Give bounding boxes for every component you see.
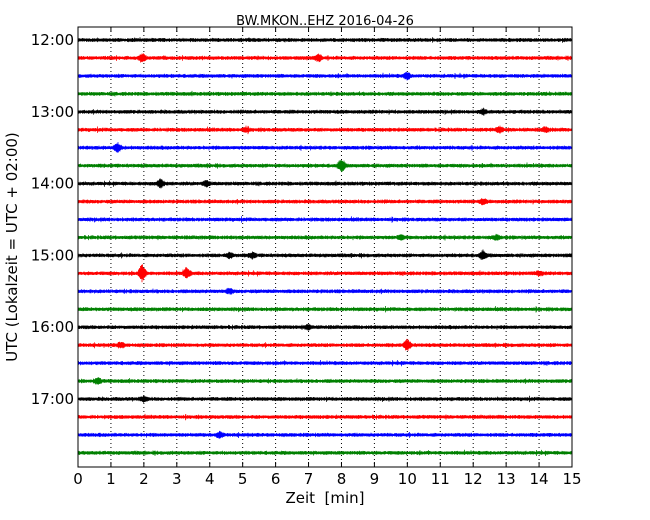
seismic-trace bbox=[77, 338, 573, 351]
x-tick-label: 9 bbox=[370, 470, 380, 488]
seismic-trace bbox=[77, 449, 573, 456]
seismic-trace bbox=[77, 71, 573, 81]
seismic-trace bbox=[77, 395, 573, 403]
seismic-trace bbox=[77, 198, 573, 206]
seismic-trace bbox=[77, 53, 573, 63]
x-tick-label: 1 bbox=[106, 470, 116, 488]
x-tick-label: 14 bbox=[530, 470, 549, 488]
seismic-trace bbox=[77, 305, 573, 313]
seismic-trace bbox=[77, 107, 573, 116]
seismic-trace bbox=[77, 90, 573, 97]
y-tick-label: 12:00 bbox=[31, 31, 74, 49]
grid-lines bbox=[110, 27, 540, 467]
seismic-trace bbox=[77, 125, 573, 135]
chart-title: BW.MKON..EHZ 2016-04-26 bbox=[236, 14, 414, 29]
x-tick-label: 8 bbox=[337, 470, 347, 488]
seismic-trace bbox=[77, 216, 573, 223]
x-tick-label: 10 bbox=[398, 470, 417, 488]
seismic-trace bbox=[77, 323, 573, 331]
seismic-trace bbox=[77, 430, 573, 439]
x-axis-label: Zeit [min] bbox=[285, 489, 364, 507]
x-tick-label: 13 bbox=[497, 470, 516, 488]
x-tick-label: 4 bbox=[205, 470, 215, 488]
seismic-trace bbox=[77, 160, 573, 173]
y-axis-label: UTC (Lokalzeit = UTC + 02:00) bbox=[3, 132, 21, 362]
seismic-trace bbox=[77, 37, 573, 43]
seismic-trace bbox=[77, 249, 573, 260]
y-tick-label: 15:00 bbox=[31, 246, 74, 264]
plot-frame bbox=[77, 26, 573, 468]
y-tick-label: 16:00 bbox=[31, 318, 74, 336]
y-tick-label: 14:00 bbox=[31, 175, 74, 193]
x-tick-label: 6 bbox=[271, 470, 281, 488]
seismic-trace bbox=[77, 413, 573, 421]
seismic-trace bbox=[77, 178, 573, 189]
seismic-trace bbox=[77, 264, 573, 283]
seismic-trace bbox=[77, 142, 573, 153]
seismic-trace bbox=[77, 287, 573, 295]
y-tick-label: 13:00 bbox=[31, 103, 74, 121]
x-tick-label: 11 bbox=[431, 470, 450, 488]
x-tick-label: 5 bbox=[238, 470, 248, 488]
seismic-trace bbox=[77, 359, 573, 367]
y-tick-label: 17:00 bbox=[31, 390, 74, 408]
x-tick-label: 2 bbox=[139, 470, 149, 488]
x-tick-label: 7 bbox=[304, 470, 314, 488]
seismic-traces bbox=[77, 37, 573, 456]
x-tick-label: 0 bbox=[73, 470, 83, 488]
x-tick-label: 15 bbox=[562, 470, 581, 488]
axis-ticks: 0 1 2 3 4 5 6 7 8 9 10 11 12 13 14 1512:0013:0014:0015:… bbox=[31, 27, 582, 488]
seismic-trace bbox=[77, 377, 573, 385]
x-tick-label: 12 bbox=[464, 470, 483, 488]
seismic-trace bbox=[77, 233, 573, 241]
x-tick-label: 3 bbox=[172, 470, 182, 488]
